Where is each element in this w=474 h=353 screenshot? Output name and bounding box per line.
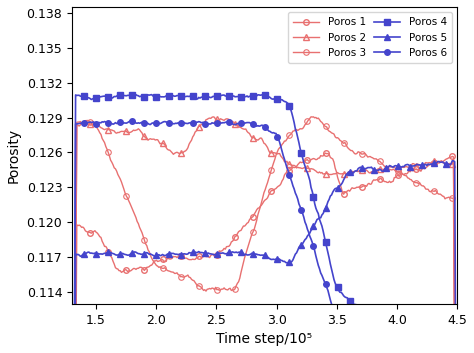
Poros 3: [308, 115, 314, 119]
Poros 6: [125, 120, 130, 125]
Poros 3: [409, 178, 414, 182]
Poros 6: [129, 119, 135, 123]
Poros 2: [125, 131, 130, 135]
Line: Poros 6: Poros 6: [69, 118, 460, 353]
Poros 2: [342, 171, 347, 175]
Poros 3: [387, 168, 392, 172]
Line: Poros 2: Poros 2: [69, 114, 460, 353]
Poros 1: [409, 168, 414, 172]
Poros 4: [409, 325, 414, 329]
Poros 3: [268, 168, 274, 172]
Poros 2: [409, 163, 414, 168]
Poros 4: [125, 93, 130, 97]
X-axis label: Time step/10⁵: Time step/10⁵: [217, 332, 313, 346]
Line: Poros 4: Poros 4: [69, 92, 460, 353]
Poros 2: [210, 115, 216, 119]
Legend: Poros 1, Poros 2, Poros 3, Poros 4, Poros 5, Poros 6: Poros 1, Poros 2, Poros 3, Poros 4, Poro…: [288, 12, 452, 63]
Poros 1: [387, 179, 392, 183]
Poros 1: [125, 269, 130, 274]
Y-axis label: Porosity: Porosity: [7, 128, 21, 183]
Poros 3: [342, 140, 347, 144]
Poros 5: [125, 253, 130, 257]
Poros 4: [342, 295, 347, 299]
Poros 6: [387, 334, 392, 338]
Line: Poros 3: Poros 3: [69, 114, 460, 353]
Poros 5: [385, 166, 391, 170]
Poros 5: [341, 178, 346, 182]
Poros 1: [342, 190, 347, 194]
Poros 2: [270, 150, 275, 155]
Poros 6: [270, 131, 275, 135]
Poros 2: [347, 169, 353, 173]
Poros 5: [449, 158, 455, 163]
Line: Poros 1: Poros 1: [69, 150, 460, 353]
Poros 1: [347, 189, 353, 193]
Poros 4: [270, 97, 275, 101]
Poros 4: [261, 92, 267, 96]
Poros 4: [347, 299, 353, 303]
Poros 3: [347, 148, 353, 152]
Poros 1: [323, 151, 328, 155]
Poros 1: [268, 189, 274, 193]
Poros 3: [125, 196, 130, 200]
Poros 5: [268, 257, 274, 262]
Poros 2: [387, 164, 392, 168]
Poros 6: [409, 334, 414, 338]
Poros 5: [407, 165, 413, 169]
Poros 5: [346, 170, 351, 174]
Poros 6: [342, 321, 347, 325]
Poros 6: [347, 321, 353, 325]
Line: Poros 5: Poros 5: [69, 158, 460, 353]
Poros 4: [387, 325, 392, 329]
